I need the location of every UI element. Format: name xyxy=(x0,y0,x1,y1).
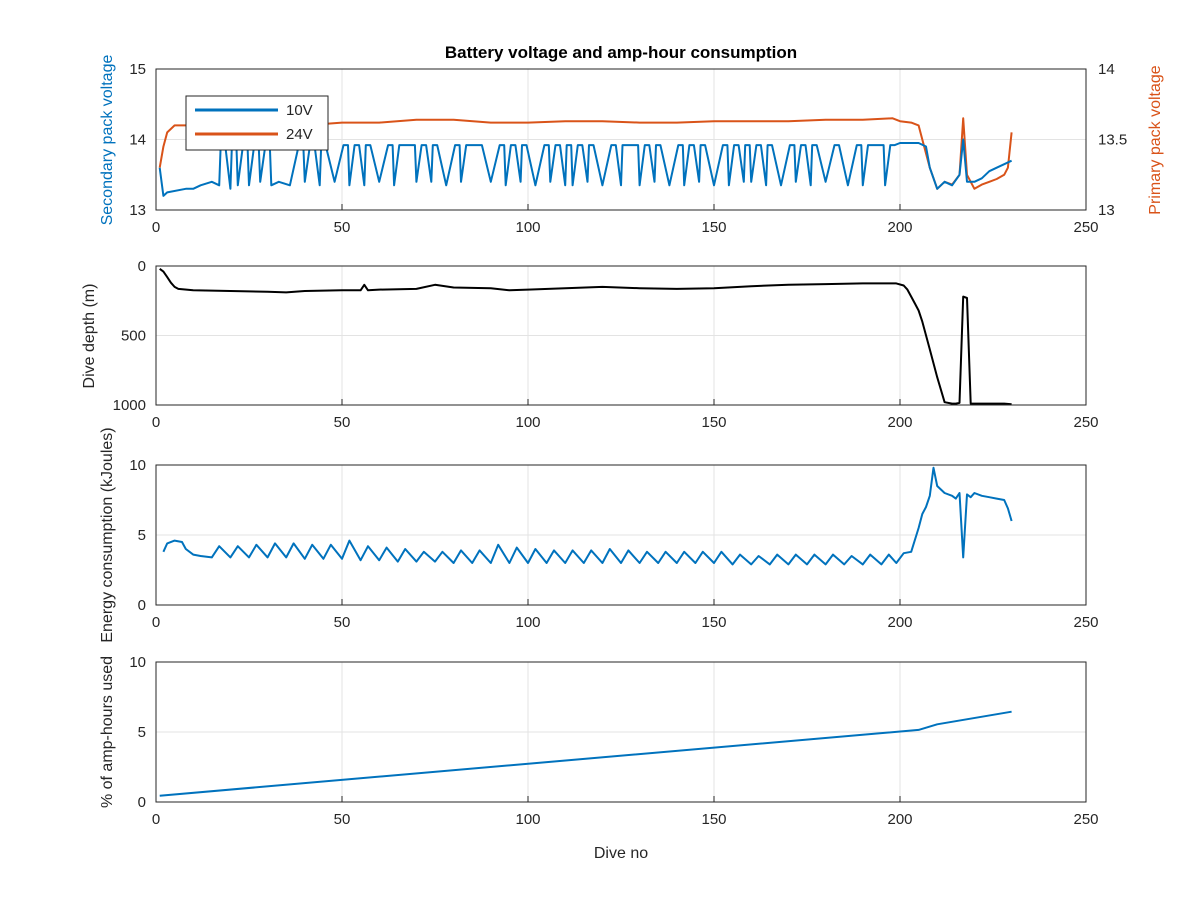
y-axis-label: Energy consumption (kJoules) xyxy=(99,427,116,642)
axes-box xyxy=(155,68,1087,211)
y-tick-label: 1000 xyxy=(113,397,146,414)
axes-box xyxy=(155,661,1087,803)
x-tick-label: 50 xyxy=(334,811,351,828)
chart-title: Battery voltage and amp-hour consumption xyxy=(445,43,797,62)
energy-panel: 0 50 100 150 200 250 0 5 10 Energy consumption … xyxy=(99,427,1099,642)
y-axis-label: % of amp-hours used xyxy=(99,656,116,808)
y-tick-label: 10 xyxy=(129,654,146,671)
x-tick-labels: 0 50 100 150 200 250 xyxy=(152,399,1099,431)
series-group xyxy=(159,710,1012,797)
x-tick-label: 0 xyxy=(152,414,160,431)
x-tick-label: 250 xyxy=(1073,219,1098,236)
right-y-tick-labels: 13 13.5 14 xyxy=(1098,61,1127,219)
series-line xyxy=(159,710,1012,797)
x-tick-label: 150 xyxy=(701,811,726,828)
x-tick-labels: 0 50 100 150 200 250 xyxy=(152,204,1099,236)
depth-panel: 0 50 100 150 200 250 0 500 1000 Dive depth (m) xyxy=(81,258,1099,431)
x-tick-label: 200 xyxy=(887,811,912,828)
x-tick-label: 0 xyxy=(152,219,160,236)
x-tick-label: 50 xyxy=(334,414,351,431)
axes-box xyxy=(155,464,1087,606)
x-tick-label: 50 xyxy=(334,219,351,236)
x-tick-label: 0 xyxy=(152,811,160,828)
left-y-tick-labels: 13 14 15 xyxy=(129,61,146,219)
y-tick-label: 5 xyxy=(138,527,146,544)
legend: 10V 24V xyxy=(185,95,329,151)
y-tick-labels: 0 500 1000 xyxy=(113,258,146,414)
x-tick-label: 50 xyxy=(334,614,351,631)
right-y-tick-label: 13.5 xyxy=(1098,132,1127,149)
x-tick-label: 250 xyxy=(1073,614,1098,631)
x-tick-label: 200 xyxy=(887,219,912,236)
y-tick-label: 14 xyxy=(129,132,146,149)
y-tick-labels: 0 5 10 xyxy=(129,654,146,811)
x-tick-labels: 0 50 100 150 200 250 xyxy=(152,599,1099,631)
y-tick-label: 13 xyxy=(129,202,146,219)
series-group xyxy=(159,268,1012,406)
x-tick-label: 100 xyxy=(515,414,540,431)
series-line xyxy=(162,466,1013,566)
y-tick-label: 0 xyxy=(138,258,146,275)
x-axis-label: Dive no xyxy=(594,845,648,862)
x-tick-label: 100 xyxy=(515,614,540,631)
right-y-tick-label: 14 xyxy=(1098,61,1115,78)
y-axis-label: Dive depth (m) xyxy=(81,284,98,389)
y-tick-labels: 0 5 10 xyxy=(129,457,146,614)
x-tick-label: 100 xyxy=(515,219,540,236)
amp-hours-panel: 0 50 100 150 200 250 0 5 10 % of amp-hours used… xyxy=(99,654,1099,862)
x-tick-label: 200 xyxy=(887,614,912,631)
y-tick-label: 10 xyxy=(129,457,146,474)
x-tick-label: 200 xyxy=(887,414,912,431)
x-tick-labels: 0 50 100 150 200 250 xyxy=(152,796,1099,828)
x-tick-label: 250 xyxy=(1073,811,1098,828)
left-axis-label: Secondary pack voltage xyxy=(99,55,116,226)
series-line xyxy=(159,268,1012,406)
legend-label-24v: 24V xyxy=(286,126,313,143)
x-tick-label: 100 xyxy=(515,811,540,828)
right-axis-label: Primary pack voltage xyxy=(1147,65,1164,214)
x-tick-label: 250 xyxy=(1073,414,1098,431)
y-tick-label: 15 xyxy=(129,61,146,78)
y-tick-label: 500 xyxy=(121,328,146,345)
y-tick-label: 0 xyxy=(138,794,146,811)
y-tick-label: 0 xyxy=(138,597,146,614)
right-y-tick-label: 13 xyxy=(1098,202,1115,219)
x-tick-label: 0 xyxy=(152,614,160,631)
voltage-panel: Battery voltage and amp-hour consumption… xyxy=(99,43,1164,236)
x-tick-label: 150 xyxy=(701,219,726,236)
axes-box xyxy=(155,265,1087,406)
legend-box xyxy=(185,95,329,151)
x-tick-label: 150 xyxy=(701,614,726,631)
x-tick-label: 150 xyxy=(701,414,726,431)
series-group xyxy=(162,466,1013,566)
y-tick-label: 5 xyxy=(138,724,146,741)
legend-label-10v: 10V xyxy=(286,102,313,119)
series-10v-line xyxy=(158,138,1013,197)
